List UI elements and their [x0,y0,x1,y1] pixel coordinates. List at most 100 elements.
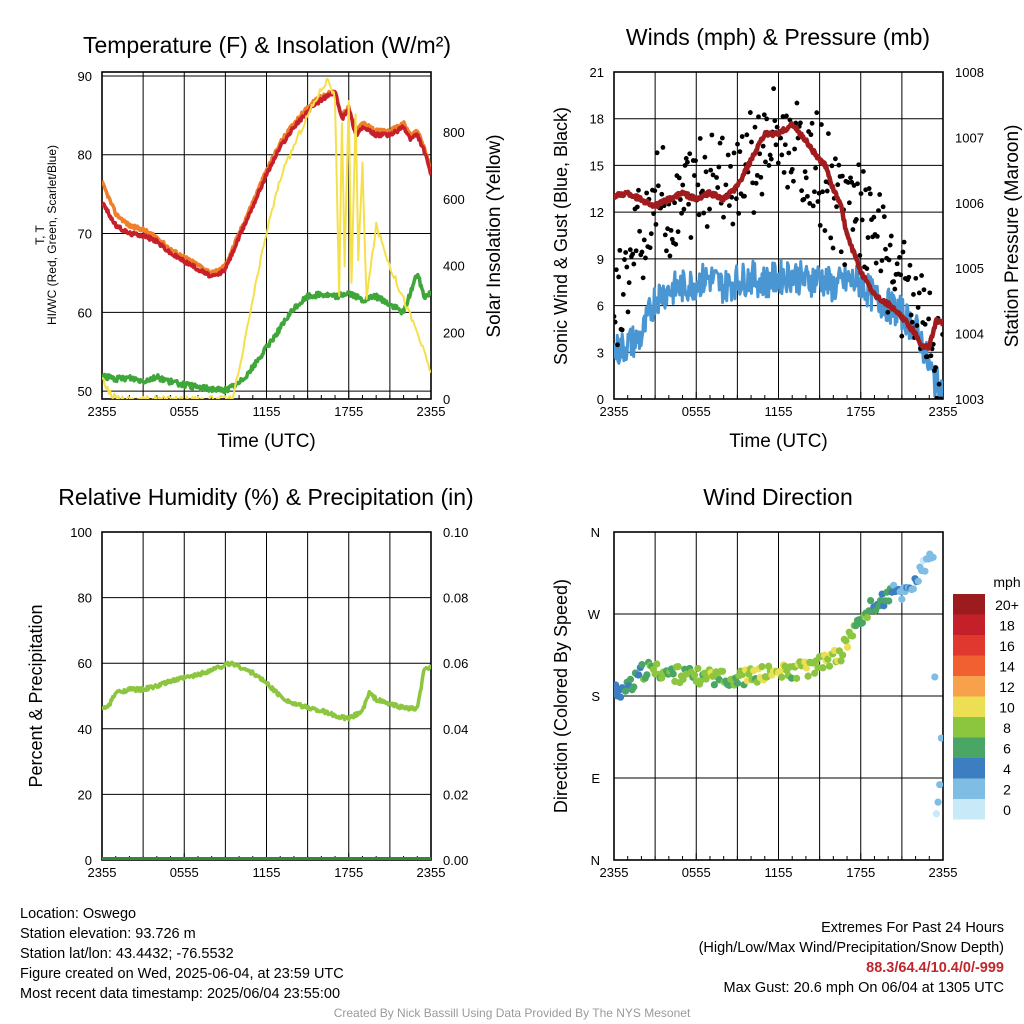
y-tick-label: 21 [590,65,604,80]
gust-point [898,272,904,278]
colorbar-label: 18 [999,618,1015,634]
direction-point [691,671,699,679]
gust-point [911,292,916,297]
gust-point [871,214,877,220]
colorbar-swatch [953,655,985,676]
gust-point [832,156,838,162]
gust-point [784,113,789,119]
gust-point [798,120,803,126]
gust-point [672,200,677,206]
gust-point [764,116,770,122]
series-line-temp [102,90,431,279]
direction-point [909,585,917,593]
direction-point [669,670,677,678]
gust-point [754,172,760,178]
gust-point [620,292,626,297]
gust-point [927,290,933,296]
colorbar-label: 10 [999,700,1015,716]
y-tick-label: N [591,525,600,540]
gust-point [675,229,681,235]
x-axis-label: Time (UTC) [729,431,828,452]
colorbar-label: 8 [1003,720,1011,736]
colorbar-swatch [953,594,985,615]
extremes-title: Extremes For Past 24 Hours [821,920,1004,936]
gust-point [717,140,723,146]
y2-tick-label: 600 [443,192,465,207]
gust-point [625,309,631,315]
y-tick-label: 3 [597,345,604,360]
gust-point [641,237,647,243]
x-tick-label: 1755 [846,865,875,880]
gust-point [647,245,653,251]
gust-point [683,156,689,161]
gust-point [731,150,737,156]
panel-title: Temperature (F) & Insolation (W/m²) [83,32,451,58]
series-group [614,550,943,818]
gust-point [714,175,719,180]
direction-point [898,595,906,603]
y-tick-label: N [591,853,600,868]
x-tick-label: 1155 [253,404,281,419]
recent-timestamp-text: Most recent data timestamp: 2025/06/04 2… [20,986,341,1002]
gust-point [867,191,873,197]
direction-point [885,597,893,605]
gust-point [940,332,943,337]
gust-point [704,224,710,229]
direction-point [843,643,852,651]
gust-point [807,200,813,206]
colorbar-swatch [953,717,985,738]
gust-point [637,228,643,234]
colorbar-swatch [953,737,985,758]
gust-point [878,268,884,274]
gust-point [760,143,766,149]
x-tick-label: 0555 [682,865,711,880]
gust-point [757,151,763,157]
extremes-values: 88.3/64.4/10.4/0/-999 [866,960,1004,976]
gust-point [648,231,654,237]
gust-point [838,249,844,255]
y-tick-label: 60 [78,656,92,671]
x-tick-label: 2355 [417,865,446,880]
y2-tick-label: 0.06 [443,656,468,671]
series-group [614,86,943,399]
series-line-dewpoint [102,272,431,395]
gust-point [873,260,879,266]
gust-point [708,167,714,173]
y-tick-label: 90 [78,69,92,84]
colorbar-swatch [953,614,985,635]
x-tick-label: 1155 [765,865,793,880]
y2-axis-label: Solar Insolation (Yellow) [484,134,505,337]
y-tick-label: 0 [597,392,604,407]
gust-point [655,183,661,189]
series-group [102,660,431,860]
gust-point [737,149,743,155]
y-tick-label: 12 [590,205,604,220]
gust-point [845,180,851,185]
colorbar-label: 20+ [995,597,1019,613]
x-axis-label: Time (UTC) [217,431,316,452]
gust-point [680,182,686,188]
direction-point [839,651,847,659]
direction-point [936,781,943,789]
gust-point [836,162,842,168]
series-line-wind [614,258,943,399]
max-gust-text: Max Gust: 20.6 mph On 06/04 at 1305 UTC [723,980,1004,996]
gust-point [928,353,934,359]
gust-point [723,182,729,188]
gust-point [810,203,816,209]
colorbar-swatch [953,635,985,656]
gust-point [768,156,774,162]
gust-point [627,247,633,253]
gust-point [824,188,830,194]
gust-point [662,232,668,238]
y-axis-label: Sonic Wind & Gust (Blue, Black) [551,107,571,365]
direction-point [792,674,801,682]
gust-point [619,327,625,333]
y-tick-label: 100 [70,525,92,540]
y2-tick-label: 200 [443,325,465,340]
gust-point [865,235,871,240]
gust-point [688,235,694,240]
colorbar-label: 12 [999,679,1015,695]
gust-point [716,164,722,170]
